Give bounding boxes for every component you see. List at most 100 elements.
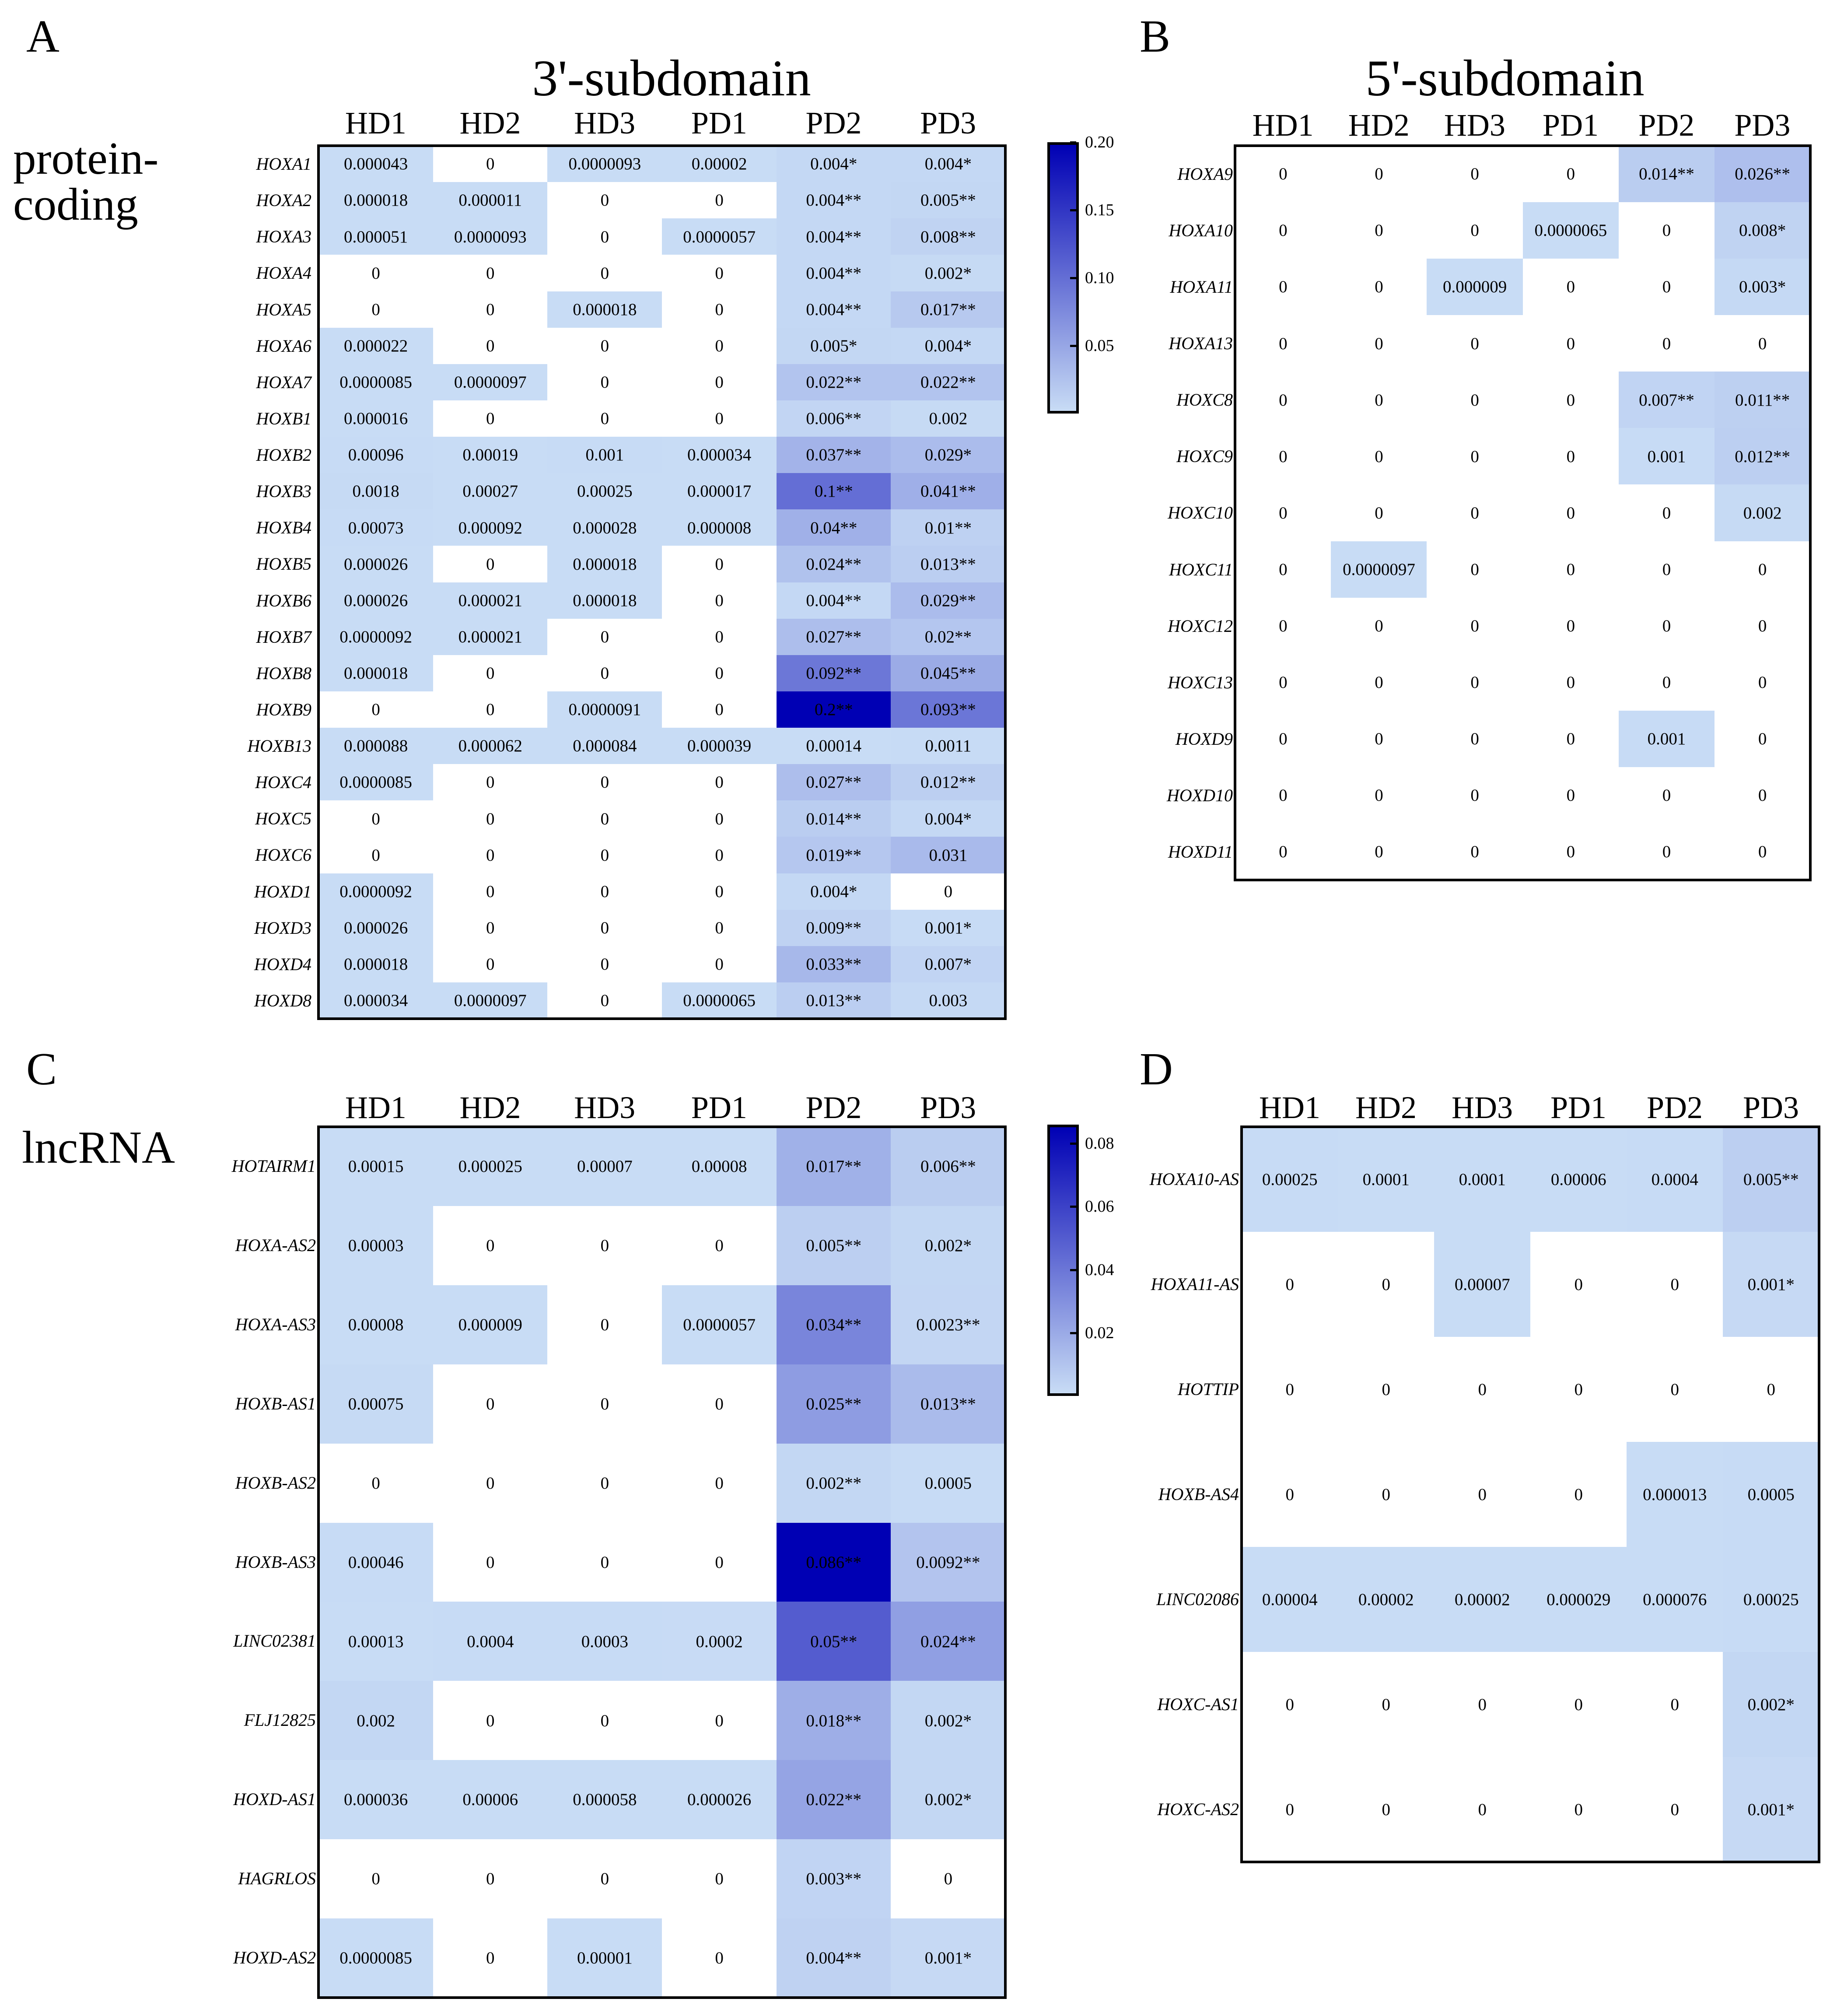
heatmap-cell: 0.00075 bbox=[318, 1364, 434, 1444]
heatmap-cell: 0 bbox=[1242, 1442, 1338, 1547]
row-label: HOXA2 bbox=[256, 190, 311, 210]
heatmap-cell: 0 bbox=[1618, 259, 1715, 316]
heatmap-cell: 0 bbox=[1331, 428, 1427, 485]
heatmap-cell: 0.001 bbox=[1618, 428, 1715, 485]
heatmap-cell: 0 bbox=[1618, 541, 1715, 598]
heatmap-cell: 0.0023** bbox=[891, 1285, 1006, 1365]
heatmap-cell: 0 bbox=[1242, 1337, 1338, 1442]
heatmap-cell: 0 bbox=[1618, 202, 1715, 259]
heatmap-cell: 0 bbox=[662, 655, 777, 692]
heatmap-cell: 0 bbox=[1331, 146, 1427, 203]
heatmap-cell: 0.00006 bbox=[433, 1760, 548, 1840]
heatmap-cell: 0.003 bbox=[891, 982, 1006, 1019]
column-header-hd1: HD1 bbox=[345, 105, 406, 140]
heatmap-cell: 0.001* bbox=[891, 1918, 1006, 1998]
heatmap-cell: 0.0002 bbox=[662, 1602, 777, 1681]
heatmap-cell: 0.041** bbox=[891, 473, 1006, 510]
heatmap-cell: 0.0005 bbox=[1723, 1442, 1820, 1547]
row-label: HAGRLOS bbox=[238, 1869, 316, 1889]
colorbar-tick-label: 0.04 bbox=[1085, 1260, 1114, 1279]
heatmap-cell: 0.002 bbox=[1714, 484, 1811, 542]
heatmap-cell: 0 bbox=[318, 255, 434, 291]
heatmap-cell: 0.000084 bbox=[547, 728, 662, 764]
heatmap-cell: 0.001 bbox=[547, 437, 662, 473]
heatmap-cell: 0 bbox=[547, 837, 662, 873]
heatmap-cell: 0.003* bbox=[1714, 259, 1811, 316]
row-label: HOXB-AS3 bbox=[235, 1552, 316, 1572]
panel-title: 3'-subdomain bbox=[532, 49, 811, 107]
heatmap-cell: 0 bbox=[547, 182, 662, 219]
heatmap-cell: 0 bbox=[1338, 1757, 1435, 1862]
column-header-pd3: PD3 bbox=[1734, 108, 1791, 143]
column-header-hd1: HD1 bbox=[1259, 1090, 1320, 1125]
row-group-label: coding bbox=[13, 179, 138, 230]
heatmap-cell: 0.029** bbox=[891, 582, 1006, 619]
heatmap-cell: 0.004* bbox=[891, 146, 1006, 182]
heatmap-cell: 0.000039 bbox=[662, 728, 777, 764]
heatmap-cell: 0 bbox=[547, 764, 662, 801]
heatmap-cell: 0.00008 bbox=[662, 1127, 777, 1206]
heatmap-cell: 0.004** bbox=[776, 255, 891, 291]
heatmap-cell: 0.0001 bbox=[1434, 1127, 1531, 1232]
heatmap-cell: 0.00002 bbox=[1338, 1547, 1435, 1652]
heatmap-cell: 0.000009 bbox=[1427, 259, 1523, 316]
heatmap-cell: 0 bbox=[662, 291, 777, 328]
heatmap-cell: 0 bbox=[1627, 1232, 1723, 1337]
heatmap-cell: 0 bbox=[1427, 428, 1523, 485]
heatmap-cell: 0 bbox=[1522, 372, 1619, 428]
heatmap-cell: 0 bbox=[547, 364, 662, 401]
heatmap-cell: 0 bbox=[547, 327, 662, 365]
heatmap-cell: 0 bbox=[662, 400, 777, 437]
heatmap-cell: 0 bbox=[1427, 597, 1523, 655]
heatmap-cell: 0.01** bbox=[891, 509, 1006, 546]
heatmap-cell: 0 bbox=[1331, 202, 1427, 259]
row-label: HOXC11 bbox=[1169, 559, 1233, 579]
heatmap-cell: 0.000026 bbox=[662, 1760, 777, 1840]
heatmap-cell: 0 bbox=[662, 546, 777, 582]
heatmap-cell: 0 bbox=[1331, 372, 1427, 428]
heatmap-cell: 0 bbox=[433, 909, 548, 947]
row-label: HOXD3 bbox=[254, 918, 311, 938]
heatmap-cell: 0 bbox=[1522, 146, 1619, 203]
colorbar-tick-label: 0.05 bbox=[1085, 337, 1114, 355]
heatmap-cell: 0.012** bbox=[891, 764, 1006, 801]
heatmap-cell: 0 bbox=[1618, 597, 1715, 655]
heatmap-cell: 0 bbox=[547, 800, 662, 837]
row-label: HOXB5 bbox=[256, 554, 311, 574]
heatmap-cell: 0 bbox=[433, 873, 548, 910]
heatmap-cell: 0.0004 bbox=[1627, 1127, 1723, 1232]
heatmap-cell: 0 bbox=[547, 1206, 662, 1286]
heatmap-cell: 0.0000092 bbox=[318, 618, 434, 656]
column-header-pd3: PD3 bbox=[1743, 1090, 1799, 1125]
heatmap-cell: 0.0011 bbox=[891, 728, 1006, 764]
heatmap-cell: 0.019** bbox=[776, 837, 891, 873]
heatmap-cell: 0 bbox=[547, 946, 662, 983]
heatmap-cell: 0 bbox=[1427, 654, 1523, 711]
heatmap-cell: 0.00004 bbox=[1242, 1547, 1338, 1652]
heatmap-cell: 0.000021 bbox=[433, 582, 548, 619]
heatmap-cell: 0 bbox=[662, 582, 777, 619]
heatmap-cell: 0 bbox=[1530, 1337, 1627, 1442]
row-label: HOXA6 bbox=[256, 336, 311, 356]
heatmap-cell: 0.004** bbox=[776, 218, 891, 255]
colorbar-tick bbox=[1070, 277, 1076, 279]
heatmap-cell: 0.002 bbox=[891, 400, 1006, 437]
heatmap-cell: 0.004** bbox=[776, 182, 891, 219]
colorbar-tick-label: 0.02 bbox=[1085, 1323, 1114, 1342]
heatmap-cell: 0.00027 bbox=[433, 473, 548, 510]
row-label: HOXC4 bbox=[255, 772, 311, 792]
heatmap-cell: 0 bbox=[1522, 541, 1619, 598]
heatmap-cell: 0.037** bbox=[776, 437, 891, 473]
heatmap-cell: 0.0000093 bbox=[433, 218, 548, 255]
heatmap-cell: 0 bbox=[1714, 767, 1811, 824]
heatmap-cell: 0 bbox=[547, 255, 662, 291]
heatmap-cell: 0 bbox=[1714, 597, 1811, 655]
heatmap-cell: 0.000017 bbox=[662, 473, 777, 510]
column-header-hd3: HD3 bbox=[1444, 108, 1505, 143]
row-label: HOXA10-AS bbox=[1149, 1169, 1239, 1189]
heatmap-cell: 0 bbox=[318, 291, 434, 328]
heatmap-cell: 0 bbox=[433, 800, 548, 837]
heatmap-cell: 0.001* bbox=[1723, 1757, 1820, 1862]
colorbar bbox=[1047, 1125, 1079, 1396]
heatmap-cell: 0.1** bbox=[776, 473, 891, 510]
